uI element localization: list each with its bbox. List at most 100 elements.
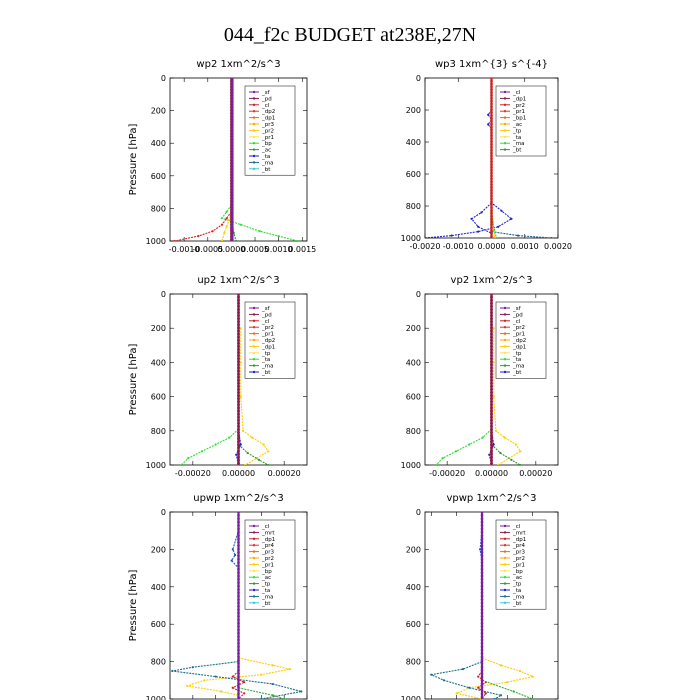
series-marker <box>490 351 493 354</box>
y-tick-label: 600 <box>406 393 421 402</box>
series-marker <box>487 123 490 126</box>
series-marker <box>480 554 484 558</box>
x-tick-label: 0.0020 <box>544 242 572 251</box>
series-marker <box>237 409 240 413</box>
series-marker <box>237 554 240 558</box>
legend-entry: _tp <box>261 582 271 588</box>
legend-marker <box>503 338 507 342</box>
series-marker <box>490 391 493 394</box>
panel-title: up2 1xm^2/s^3 <box>197 275 279 286</box>
series-marker <box>480 618 484 622</box>
series-marker <box>490 128 493 132</box>
series-marker <box>237 514 240 517</box>
series-marker <box>237 388 240 391</box>
series-marker <box>237 345 240 348</box>
y-tick-label: 200 <box>406 545 421 554</box>
legend-entry: _tp <box>512 351 522 357</box>
legend-marker <box>503 103 507 107</box>
series-marker <box>237 294 240 296</box>
legend-marker <box>252 338 256 342</box>
legend-marker <box>252 332 256 335</box>
legend-entry: _ac <box>512 575 522 581</box>
series-marker <box>231 150 234 153</box>
series-marker <box>490 85 493 88</box>
y-tick-label: 800 <box>151 204 166 213</box>
series-marker <box>237 564 240 568</box>
legend-marker <box>503 90 507 94</box>
series-marker <box>237 354 240 357</box>
legend-marker <box>252 122 256 126</box>
y-tick-label: 800 <box>151 658 166 667</box>
series-marker <box>231 103 234 106</box>
series-marker <box>231 94 234 97</box>
series-marker <box>237 635 240 638</box>
series-marker <box>237 638 240 642</box>
series-marker <box>480 588 484 591</box>
series-marker <box>480 611 484 615</box>
legend-entry: _ma <box>512 594 524 600</box>
series-marker <box>237 305 240 308</box>
series-line-dp1 <box>181 428 239 465</box>
legend-marker <box>503 556 507 560</box>
legend-entry: _bt <box>512 148 522 154</box>
series-marker <box>231 675 234 678</box>
legend-marker <box>252 167 256 170</box>
series-marker <box>231 85 234 89</box>
series-marker <box>514 443 517 446</box>
series-line-dp1 <box>174 211 232 241</box>
series-marker <box>231 123 234 127</box>
legend-marker <box>252 154 256 158</box>
legend-entry: _bt <box>261 601 271 607</box>
series-marker <box>480 672 484 675</box>
series-marker <box>231 78 234 80</box>
x-tick-label: -0.0010 <box>169 245 200 254</box>
legend-entry: _pr3 <box>261 122 275 128</box>
chart-panel-5: upwp 1xm^2/s^3 Pressure [hPa] 0 200 400 600 80… <box>128 493 308 700</box>
legend-marker <box>252 370 256 374</box>
series-marker <box>480 547 484 551</box>
series-marker <box>231 229 234 232</box>
chart-panels: wp2 1xm^2/s^3 Pressure [hPa] 0 200 400 600 800… <box>128 59 572 700</box>
series-marker <box>260 673 263 676</box>
series-marker <box>490 394 493 397</box>
series-marker <box>480 631 484 635</box>
series-marker <box>231 164 234 168</box>
series-marker <box>510 458 513 461</box>
series-marker <box>237 425 240 428</box>
series-marker <box>237 591 240 595</box>
series-marker <box>237 412 240 416</box>
series-marker <box>257 458 261 461</box>
series-marker <box>490 232 493 235</box>
x-tick-label: 0.0000 <box>478 242 506 251</box>
series-marker <box>231 211 234 215</box>
legend-entry: _ma <box>512 364 524 370</box>
series-marker <box>480 514 484 517</box>
series-marker <box>481 436 484 439</box>
series-marker <box>237 534 240 537</box>
series-marker <box>490 323 493 327</box>
series-marker <box>237 320 240 324</box>
legend-marker <box>503 345 507 348</box>
legend-entry: _dp1 <box>512 537 526 543</box>
series-marker <box>490 308 493 311</box>
series-marker <box>237 372 240 376</box>
series-line-dp1 <box>477 670 487 699</box>
series-marker <box>223 231 226 234</box>
series-marker <box>480 682 484 685</box>
series-marker <box>237 682 240 685</box>
series-marker <box>231 100 234 103</box>
legend-marker <box>503 601 507 604</box>
series-marker <box>490 140 493 143</box>
legend-entry: _pr2 <box>512 325 525 331</box>
series-marker <box>490 154 493 158</box>
legend-marker <box>252 531 256 534</box>
series-marker <box>237 625 240 628</box>
series-marker <box>490 345 493 348</box>
series-marker <box>231 108 234 112</box>
series-marker <box>490 137 493 140</box>
series-marker <box>490 145 493 149</box>
legend-marker <box>503 135 507 138</box>
series-marker <box>490 415 493 419</box>
series-marker <box>239 395 242 398</box>
series-marker <box>231 97 234 100</box>
